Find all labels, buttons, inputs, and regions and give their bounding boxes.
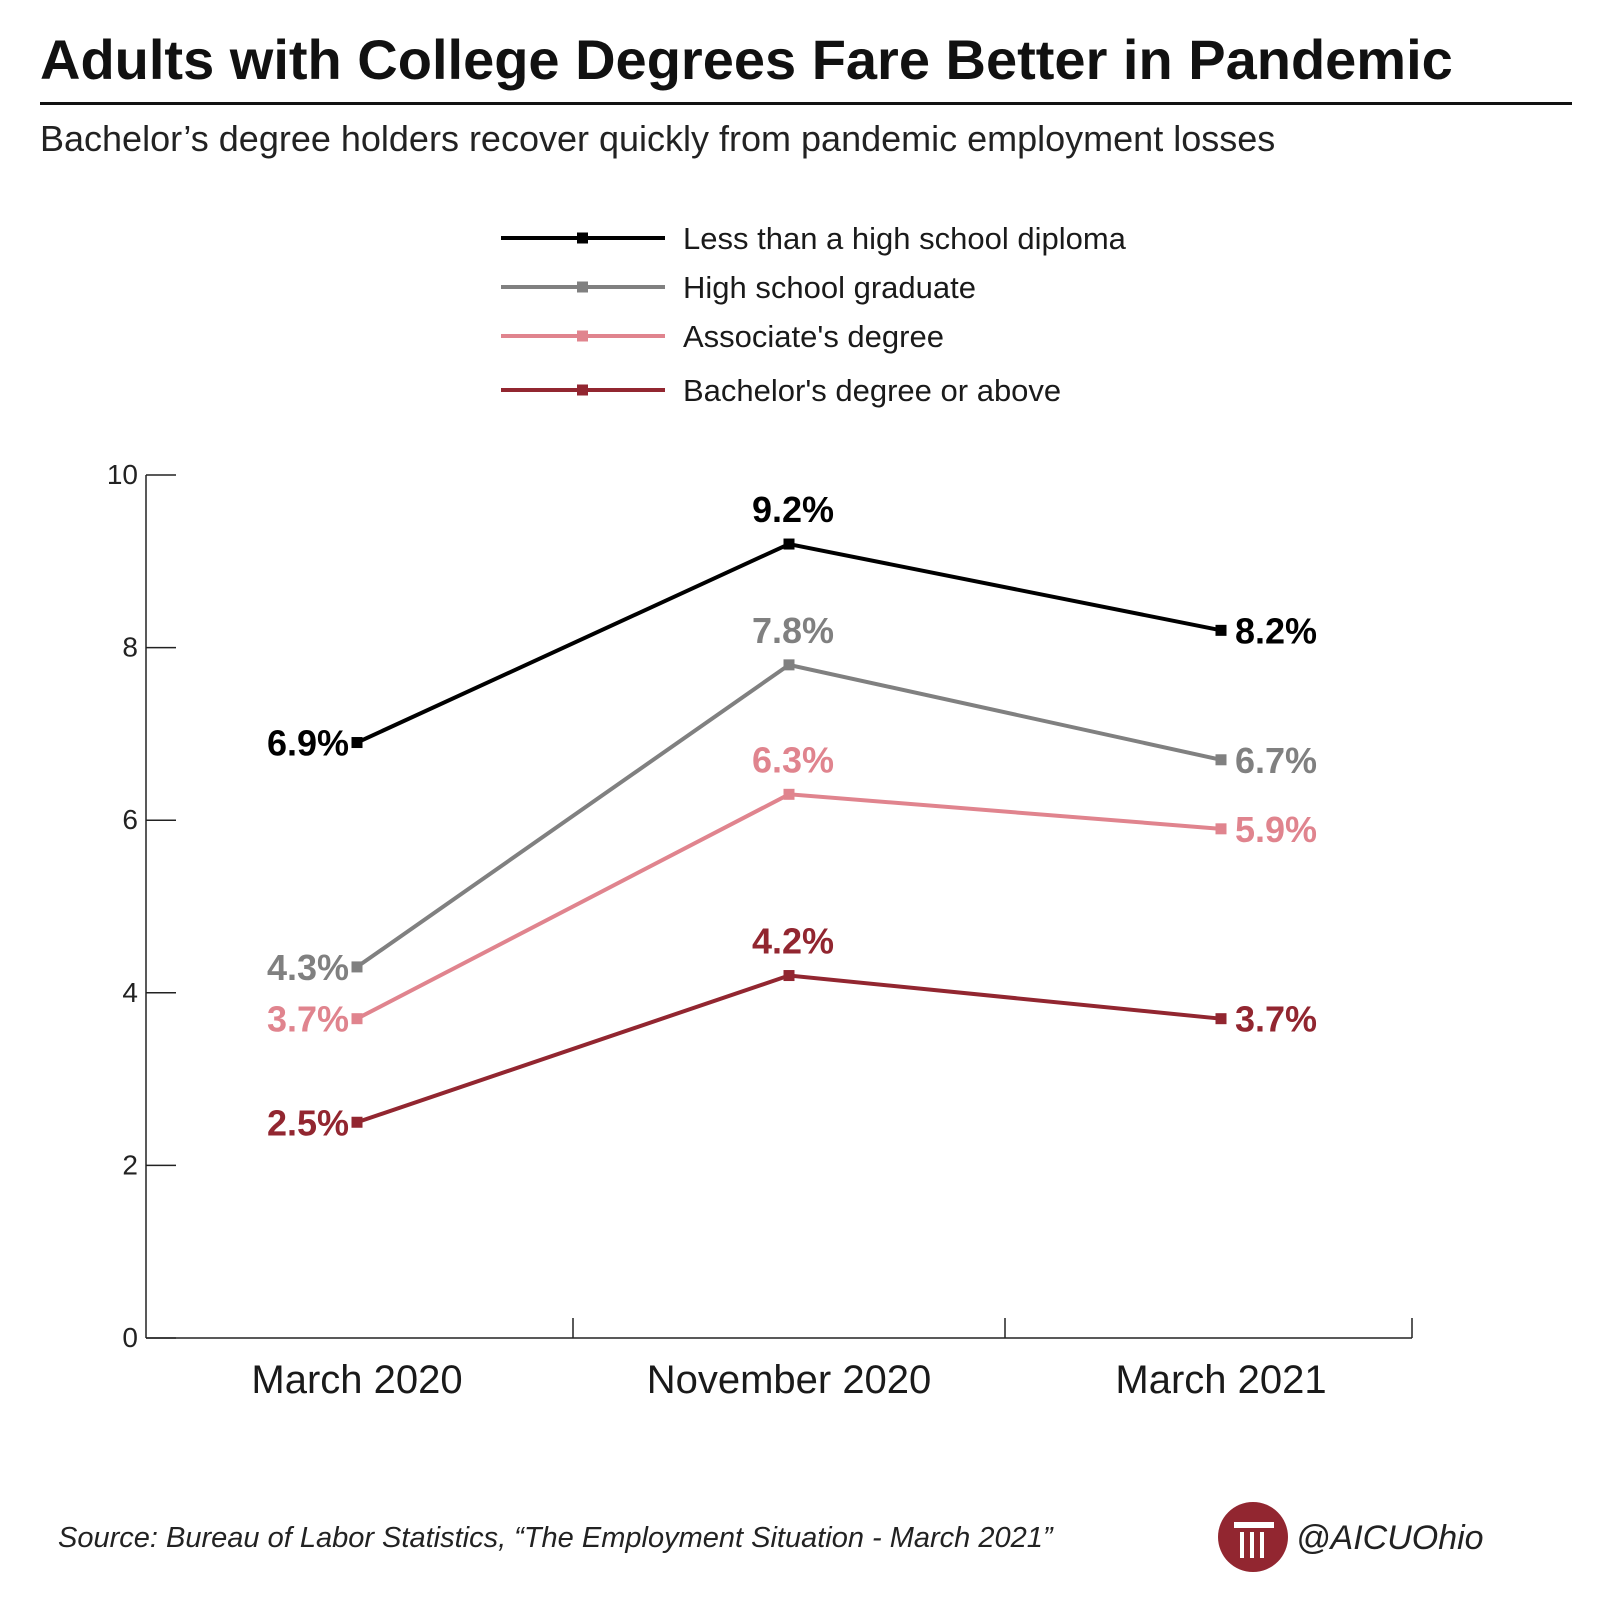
y-tick-label: 4: [122, 977, 138, 1008]
data-label: 4.3%: [267, 947, 349, 988]
data-point: [1215, 624, 1227, 636]
legend-swatch-marker: [577, 232, 588, 244]
data-point: [783, 970, 795, 982]
data-point: [1215, 823, 1227, 835]
source-note: Source: Bureau of Labor Statistics, “The…: [58, 1522, 1053, 1554]
legend: Less than a high school diploma High scho…: [501, 221, 1127, 408]
data-point: [351, 961, 363, 973]
data-point: [783, 788, 795, 800]
y-tick-label: 0: [122, 1322, 138, 1353]
chart-title: Adults with College Degrees Fare Better …: [40, 28, 1453, 91]
series-line: [356, 973, 1222, 1125]
legend-item-associate-s-degree: Associate's degree: [501, 319, 944, 354]
data-label: 4.2%: [752, 921, 834, 962]
data-label: 5.9%: [1235, 809, 1317, 850]
data-label: 6.9%: [267, 723, 349, 764]
data-point: [351, 737, 363, 749]
series-layer: 6.9% 9.2% 8.2% 4.3% 7.8% 6.7% 3.7% 6.3% 5.9% 2.5%…: [267, 489, 1317, 1143]
chart-subtitle: Bachelor’s degree holders recover quickl…: [40, 118, 1276, 159]
y-tick-label: 10: [107, 459, 138, 490]
y-tick-label: 8: [122, 632, 138, 663]
series-less-than-a-high-school-diploma: 6.9% 9.2% 8.2%: [267, 489, 1317, 763]
data-label: 7.8%: [752, 610, 834, 651]
data-label: 6.3%: [752, 739, 834, 780]
data-point: [351, 1013, 363, 1025]
series-bachelor-s-degree-or-above: 2.5% 4.2% 3.7%: [267, 921, 1317, 1144]
chart-axes: 0 2 4 6 8 10 March 2020 November 2020 March 2021: [107, 459, 1413, 1402]
legend-swatch-marker: [577, 330, 588, 342]
data-label: 3.7%: [1235, 999, 1317, 1040]
data-point: [783, 538, 795, 550]
data-point: [351, 1116, 363, 1128]
series-high-school-graduate: 4.3% 7.8% 6.7%: [267, 610, 1317, 988]
data-label: 8.2%: [1235, 610, 1317, 651]
data-label: 6.7%: [1235, 740, 1317, 781]
legend-label: Less than a high school diploma: [683, 221, 1127, 256]
legend-label: High school graduate: [683, 270, 976, 305]
legend-item-high-school-graduate: High school graduate: [501, 270, 976, 305]
legend-swatch-marker: [577, 281, 588, 293]
legend-item-bachelor-s-degree-or-above: Bachelor's degree or above: [501, 373, 1061, 408]
data-point: [1215, 1013, 1227, 1025]
data-point: [783, 659, 795, 671]
x-tick-label: November 2020: [647, 1358, 932, 1402]
title-rule: [40, 102, 1572, 105]
y-tick-label: 6: [122, 804, 138, 835]
legend-swatch-marker: [577, 384, 588, 396]
x-tick-label: March 2021: [1115, 1358, 1326, 1402]
data-label: 3.7%: [267, 999, 349, 1040]
aicu-logo-icon: [1218, 1502, 1288, 1572]
x-tick-label: March 2020: [251, 1358, 462, 1402]
data-point: [1215, 754, 1227, 766]
legend-label: Bachelor's degree or above: [683, 373, 1061, 408]
data-label: 2.5%: [267, 1102, 349, 1143]
data-label: 9.2%: [752, 489, 834, 530]
legend-item-less-than-a-high-school-diploma: Less than a high school diploma: [501, 221, 1127, 256]
series-associate-s-degree: 3.7% 6.3% 5.9%: [267, 739, 1317, 1039]
y-tick-label: 2: [122, 1149, 138, 1180]
legend-label: Associate's degree: [683, 319, 944, 354]
social-handle: @AICUOhio: [1296, 1519, 1484, 1557]
series-line: [356, 792, 1222, 1021]
